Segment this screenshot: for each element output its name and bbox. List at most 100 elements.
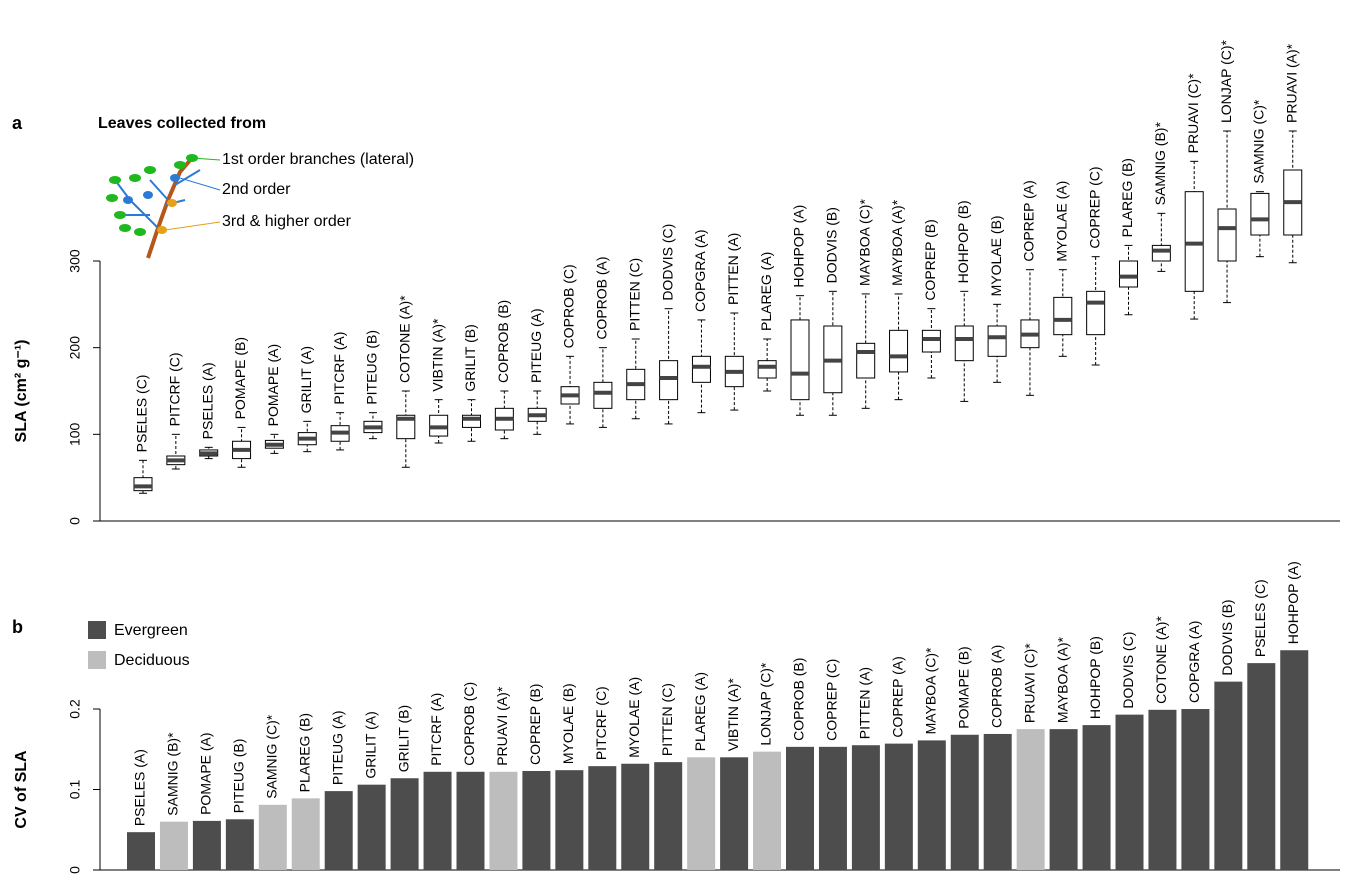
plot-layer: 0 100 200 300 SLA (cm² g⁻¹) a Leaves collected… xyxy=(12,39,1340,874)
category-label: PLAREG (A) xyxy=(758,252,774,331)
box xyxy=(889,329,909,373)
bar xyxy=(357,784,386,870)
category-label: COPROB (C) xyxy=(461,682,477,766)
panel-label: b xyxy=(12,617,23,637)
category-label: SAMNIG (B)* xyxy=(165,732,181,816)
category-label: GRILIT (A) xyxy=(362,711,378,778)
category-label: PITEUG (B) xyxy=(364,330,380,405)
bar xyxy=(1214,681,1243,870)
tree-icon xyxy=(106,154,201,259)
category-label: POMAPE (A) xyxy=(265,344,281,426)
box xyxy=(1086,290,1106,336)
y-tick-label: 200 xyxy=(67,336,83,360)
category-label: PITEUG (B) xyxy=(231,739,247,814)
box xyxy=(1250,192,1270,236)
bar xyxy=(621,763,650,870)
bar xyxy=(588,766,617,870)
category-label: SAMNIG (C)* xyxy=(264,714,280,799)
box xyxy=(396,414,416,440)
box xyxy=(1119,260,1138,288)
bar xyxy=(983,733,1012,870)
bar xyxy=(884,743,913,870)
category-label: HOHPOP (A) xyxy=(791,205,807,288)
panel-label: a xyxy=(12,113,23,133)
legend-label: Deciduous xyxy=(114,652,190,669)
y-tick-label: 0 xyxy=(67,866,83,874)
category-label: MYOLAE (A) xyxy=(1054,181,1070,262)
bar xyxy=(456,771,485,870)
category-label: PITTEN (C) xyxy=(626,258,642,331)
category-label: MYOLAE (B) xyxy=(988,215,1004,296)
category-label: COPGRA (A) xyxy=(1186,621,1202,703)
category-label: PITTEN (A) xyxy=(857,667,873,739)
legend-title: Leaves collected from xyxy=(98,115,266,132)
bar xyxy=(127,832,155,870)
bar xyxy=(1049,729,1078,870)
bar xyxy=(159,821,188,870)
bar xyxy=(258,804,287,870)
legend-swatch xyxy=(88,621,106,639)
y-tick-label: 0.2 xyxy=(67,699,83,719)
category-label: PITCRF (A) xyxy=(331,332,347,405)
category-label: COPREP (A) xyxy=(890,656,906,737)
category-label: HOHPOP (A) xyxy=(1285,561,1301,644)
legend-swatch xyxy=(88,651,106,669)
category-label: GRILIT (B) xyxy=(462,324,478,391)
bar xyxy=(1280,650,1309,870)
bar xyxy=(1016,729,1045,870)
bar xyxy=(324,791,353,870)
box xyxy=(133,477,153,492)
category-label: PRUAVI (A)* xyxy=(494,686,510,766)
bar xyxy=(1115,714,1144,870)
box xyxy=(1184,191,1204,292)
category-label: MAYBOA (A)* xyxy=(1054,636,1070,723)
box xyxy=(1217,208,1237,262)
category-label: MAYBOA (A)* xyxy=(889,199,905,286)
bar xyxy=(851,745,880,870)
category-label: COTONE (A)* xyxy=(1153,616,1169,704)
legend-pointer xyxy=(179,177,221,191)
category-label: PSELES (C) xyxy=(134,375,150,453)
category-label: PRUAVI (C)* xyxy=(1021,643,1037,723)
category-label: COPREP (C) xyxy=(1086,166,1102,248)
legend-label: 1st order branches (lateral) xyxy=(222,151,414,168)
box xyxy=(921,329,941,353)
category-label: SAMNIG (B)* xyxy=(1152,122,1168,206)
bar xyxy=(225,819,254,870)
category-label: PLAREG (B) xyxy=(296,713,312,792)
category-label: MYOLAE (B) xyxy=(560,683,576,764)
bar xyxy=(423,771,452,870)
category-label: VIBTIN (A)* xyxy=(429,318,445,392)
category-label: MAYBOA (C)* xyxy=(923,647,939,734)
category-label: COPROB (B) xyxy=(791,658,807,741)
bar xyxy=(489,771,518,870)
category-label: PSELES (A) xyxy=(199,362,215,439)
category-label: SAMNIG (C)* xyxy=(1251,99,1267,184)
category-label: PRUAVI (A)* xyxy=(1283,43,1299,123)
box xyxy=(790,319,810,401)
bar xyxy=(390,778,419,870)
category-label: COPROB (A) xyxy=(594,256,610,339)
legend-label: Evergreen xyxy=(114,622,188,639)
category-label: PITTEN (C) xyxy=(659,683,675,756)
bar xyxy=(555,770,584,870)
bar xyxy=(818,746,847,870)
category-label: PSELES (C) xyxy=(1252,579,1268,657)
y-tick-label: 100 xyxy=(67,422,83,446)
box xyxy=(1053,296,1073,336)
category-label: POMAPE (A) xyxy=(198,732,214,814)
legend-pointer xyxy=(191,157,221,161)
bar xyxy=(950,734,979,870)
bar xyxy=(1148,709,1177,870)
category-label: MAYBOA (C)* xyxy=(856,199,872,286)
category-label: COPREP (B) xyxy=(527,684,543,765)
category-label: PITCRF (A) xyxy=(428,693,444,766)
bar xyxy=(687,757,716,870)
category-label: PITEUG (A) xyxy=(528,308,544,383)
category-label: LONJAP (C)* xyxy=(1218,39,1234,123)
category-label: GRILIT (A) xyxy=(298,346,314,413)
category-label: PLAREG (B) xyxy=(1119,158,1135,237)
box xyxy=(659,360,679,401)
box xyxy=(856,342,876,379)
